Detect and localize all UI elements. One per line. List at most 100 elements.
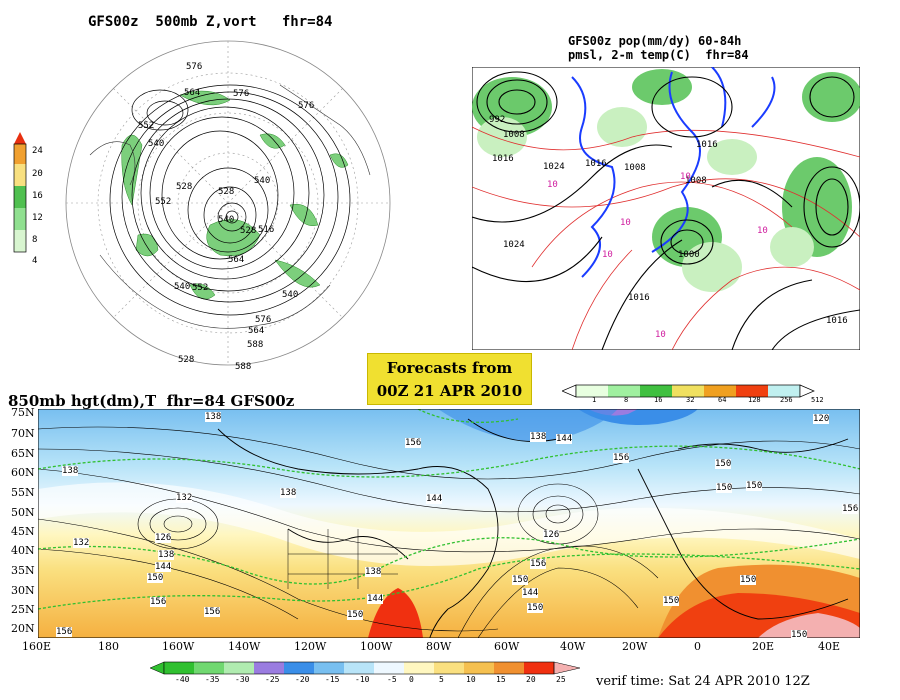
contour-label-850mb: 132	[73, 538, 90, 548]
contour-label-850mb: 150	[527, 603, 544, 613]
lon-label: 60W	[494, 640, 520, 653]
colorbar-pop-tick: 512	[811, 396, 824, 404]
lat-label: 30N	[11, 584, 35, 597]
lon-label: 20W	[622, 640, 648, 653]
verif-time: verif time: Sat 24 APR 2010 12Z	[596, 674, 810, 689]
contour-label-850mb: 138	[158, 550, 175, 560]
contour-label-850mb: 150	[663, 596, 680, 606]
contour-label-850mb: 156	[613, 453, 630, 463]
contour-label-850mb: 138	[530, 432, 547, 442]
contour-label-500mb: 540	[254, 176, 271, 186]
colorbar-vort-tick: 8	[32, 235, 38, 245]
pressure-label: 1016	[492, 154, 514, 164]
colorbar-temp-tick: -5	[387, 675, 397, 684]
contour-label-850mb: 126	[155, 533, 172, 543]
colorbar-pop	[562, 384, 815, 398]
contour-label-850mb: 156	[842, 504, 859, 514]
colorbar-pop-tick: 16	[654, 396, 663, 404]
contour-label-500mb: 588	[235, 362, 252, 372]
contour-label-850mb: 144	[155, 562, 172, 572]
contour-label-850mb: 138	[280, 488, 297, 498]
panel-850mb-title: 850mb hgt(dm),T fhr=84 GFS00z	[8, 392, 295, 410]
lat-label: 20N	[11, 622, 35, 635]
lon-label: 180	[98, 640, 119, 653]
panel-pop-title-line1: GFS00z pop(mm/dy) 60-84h	[568, 34, 742, 48]
contour-label-850mb: 156	[530, 559, 547, 569]
temp-label: 10	[757, 226, 768, 236]
contour-label-850mb: 150	[791, 630, 808, 640]
temp-label: 10	[620, 218, 631, 228]
contour-label-500mb: 528	[218, 187, 235, 197]
forecast-line1: Forecasts from	[386, 359, 513, 377]
contour-label-500mb: 528	[176, 182, 193, 192]
contour-label-850mb: 156	[204, 607, 221, 617]
panel-pop-title-line2: pmsl, 2-m temp(C) fhr=84	[568, 48, 749, 62]
pressure-label: 1008	[624, 163, 646, 173]
forecast-info-box: Forecasts from 00Z 21 APR 2010	[367, 353, 532, 405]
contour-label-850mb: 150	[716, 483, 733, 493]
pmsl-temp-map	[472, 67, 860, 350]
contour-label-850mb: 144	[367, 594, 384, 604]
contour-label-850mb: 150	[147, 573, 164, 583]
pressure-label: 992	[489, 115, 506, 125]
lon-label: 140W	[228, 640, 261, 653]
contour-label-850mb: 138	[62, 466, 79, 476]
contour-label-500mb: 552	[192, 283, 209, 293]
lat-label: 35N	[11, 564, 35, 577]
contour-label-500mb: 528	[178, 355, 195, 365]
contour-label-500mb: 576	[298, 101, 315, 111]
temp-label: 10	[602, 250, 613, 260]
lon-label: 120W	[294, 640, 327, 653]
colorbar-temp-tick: 5	[439, 675, 444, 684]
contour-label-500mb: 552	[138, 121, 155, 131]
lat-label: 40N	[11, 544, 35, 557]
colorbar-pop-tick: 8	[624, 396, 629, 404]
contour-label-850mb: 120	[813, 414, 830, 424]
pressure-label: 1016	[696, 140, 718, 150]
lat-label: 55N	[11, 486, 35, 499]
contour-label-850mb: 144	[556, 434, 573, 444]
contour-label-500mb: 528	[240, 226, 257, 236]
colorbar-temp-tick: 25	[556, 675, 566, 684]
colorbar-vorticity	[13, 132, 27, 253]
pressure-label: 1024	[503, 240, 525, 250]
pressure-label: 1008	[503, 130, 525, 140]
colorbar-vort-tick: 24	[32, 146, 43, 156]
colorbar-pop-tick: 256	[780, 396, 793, 404]
lat-label: 25N	[11, 603, 35, 616]
lat-label: 75N	[11, 406, 35, 419]
contour-label-850mb: 150	[347, 610, 364, 620]
contour-label-500mb: 576	[186, 62, 203, 72]
contour-label-500mb: 564	[228, 255, 245, 265]
contour-label-500mb: 540	[282, 290, 299, 300]
pressure-label: 1016	[826, 316, 848, 326]
colorbar-temp-tick: 15	[496, 675, 506, 684]
contour-label-850mb: 150	[740, 575, 757, 585]
colorbar-temp-tick: -15	[325, 675, 340, 684]
contour-label-850mb: 150	[715, 459, 732, 469]
colorbar-temp-tick: -35	[205, 675, 220, 684]
colorbar-temp-tick: -10	[355, 675, 370, 684]
lon-label: 40W	[560, 640, 586, 653]
forecast-line2: 00Z 21 APR 2010	[376, 382, 523, 400]
lat-label: 65N	[11, 447, 35, 460]
contour-label-500mb: 552	[155, 197, 172, 207]
colorbar-pop-tick: 1	[592, 396, 597, 404]
colorbar-pop-tick: 32	[686, 396, 695, 404]
lat-label: 70N	[11, 427, 35, 440]
colorbar-pop-tick: 128	[748, 396, 761, 404]
contour-label-850mb: 150	[512, 575, 529, 585]
temp-label: 10	[547, 180, 558, 190]
contour-label-500mb: 576	[233, 89, 250, 99]
pressure-label: 1016	[628, 293, 650, 303]
colorbar-pop-tick: 64	[718, 396, 727, 404]
colorbar-temp-tick: -20	[295, 675, 310, 684]
contour-label-850mb: 138	[365, 567, 382, 577]
colorbar-temp-tick: 20	[526, 675, 536, 684]
colorbar-temp-tick: -30	[235, 675, 250, 684]
contour-label-850mb: 156	[150, 597, 167, 607]
colorbar-temp-tick: -40	[175, 675, 190, 684]
contour-label-850mb: 144	[522, 588, 539, 598]
contour-label-500mb: 540	[174, 282, 191, 292]
contour-label-500mb: 540	[218, 215, 235, 225]
